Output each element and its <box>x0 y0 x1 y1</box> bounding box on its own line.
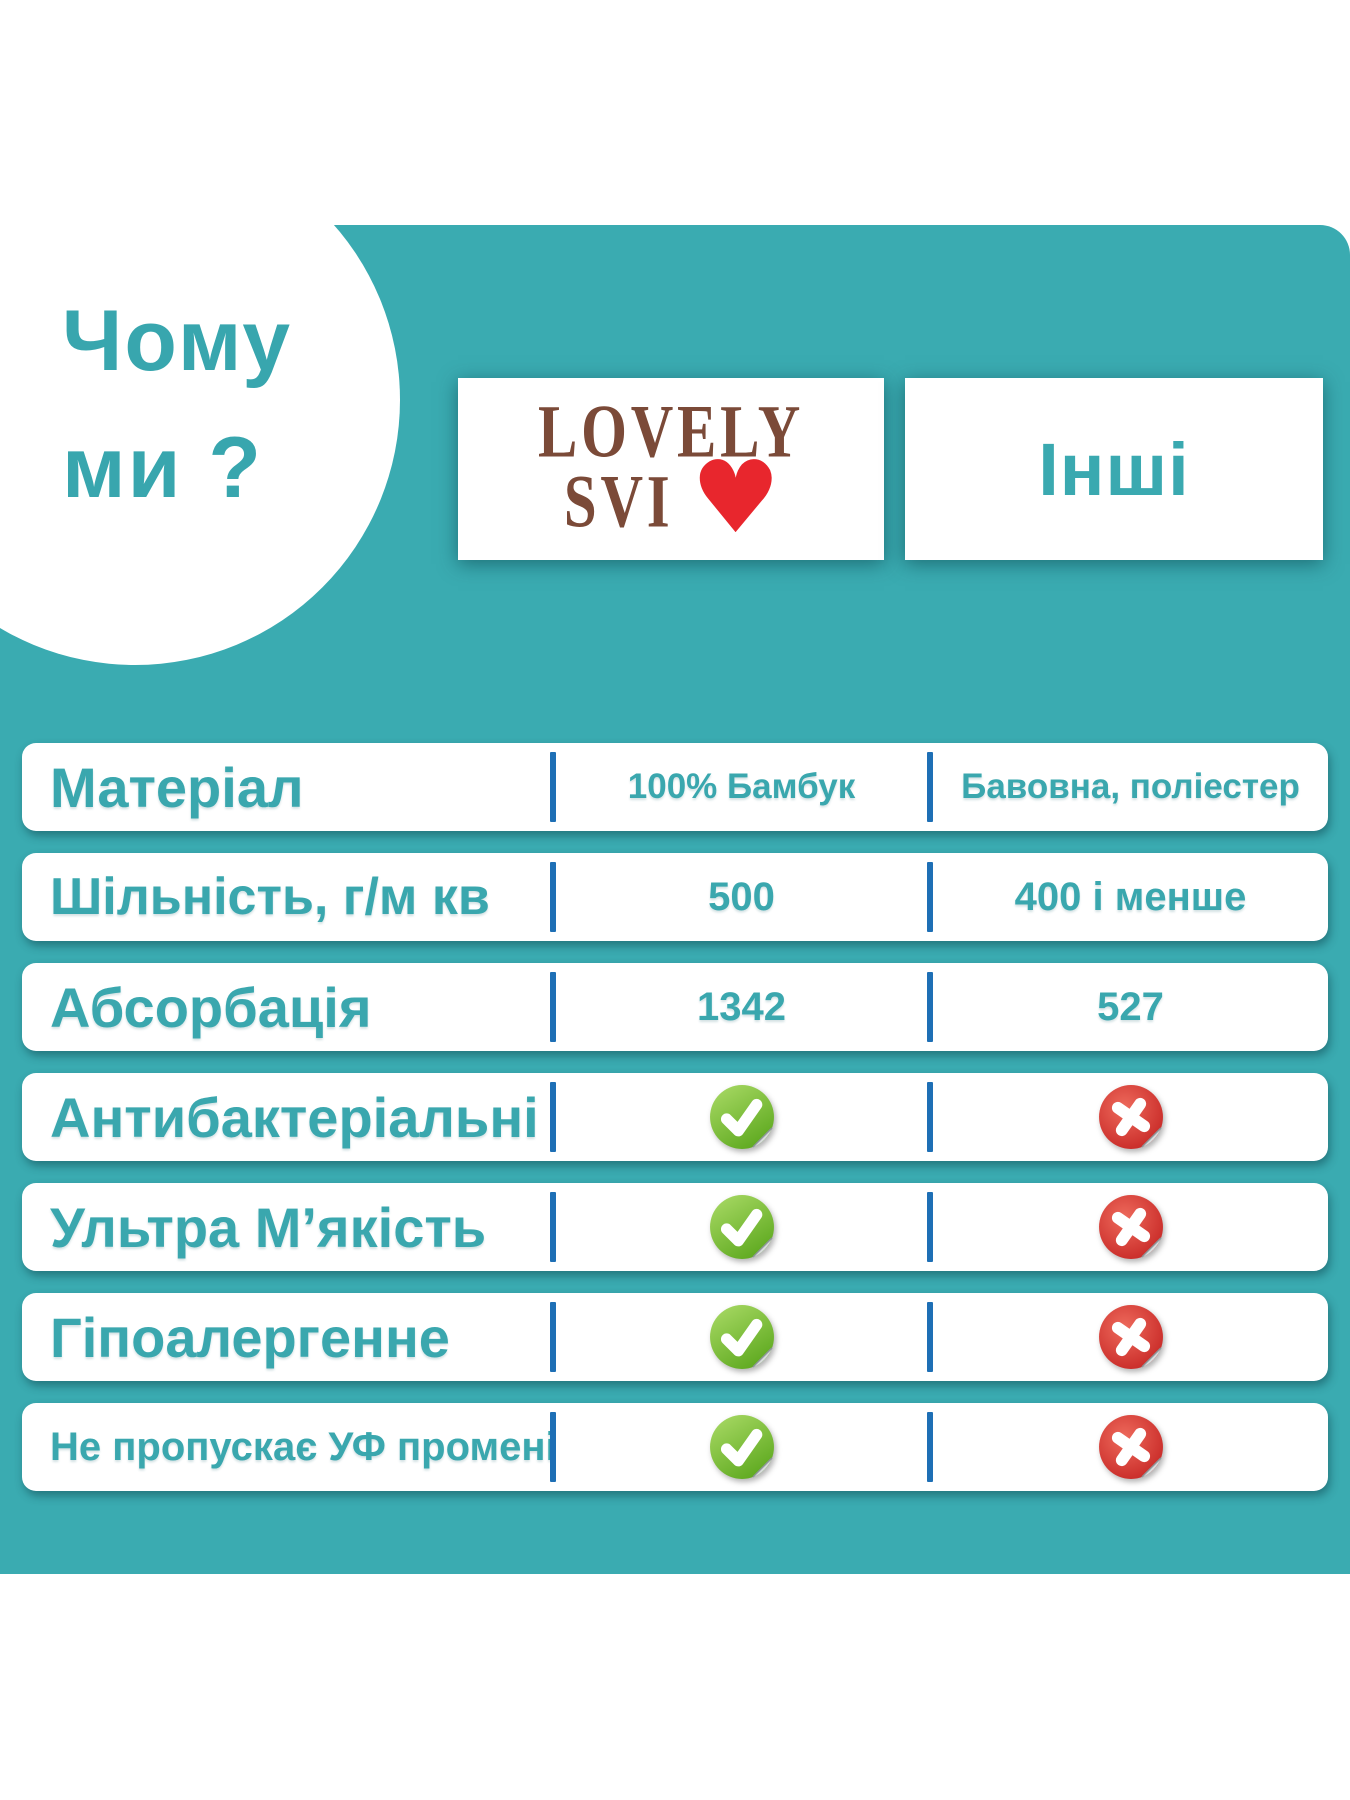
comparison-table: Матеріал 100% Бамбук Бавовна, поліестер … <box>22 743 1328 1491</box>
brand-name-lovely: LOVELY <box>537 390 805 474</box>
check-icon <box>709 1085 774 1149</box>
ours-cell: 100% Бамбук <box>627 767 856 806</box>
cross-icon <box>1098 1305 1163 1369</box>
row-label: Матеріал <box>50 755 304 819</box>
column-divider <box>550 1412 556 1482</box>
competitor-label: Інші <box>1038 427 1190 511</box>
cross-icon <box>1098 1085 1163 1149</box>
table-row: Антибактеріальні <box>22 1073 1328 1161</box>
column-divider <box>550 1302 556 1372</box>
brand-card: LOVELY SVI ♥ <box>458 378 884 560</box>
row-label: Ультра М’якість <box>50 1195 487 1259</box>
check-icon <box>709 1415 774 1479</box>
others-cell <box>933 1414 1328 1480</box>
check-icon <box>709 1305 774 1369</box>
column-divider <box>927 1082 933 1152</box>
brand-name-svi: SVI <box>564 460 674 544</box>
others-cell: 400 і менше <box>1014 874 1247 919</box>
column-divider <box>927 1412 933 1482</box>
others-cell <box>933 1194 1328 1260</box>
table-row: Не пропускає УФ промені <box>22 1403 1328 1491</box>
row-label: Абсорбація <box>50 975 372 1039</box>
column-divider <box>550 972 556 1042</box>
competitor-card: Інші <box>905 378 1323 560</box>
column-divider <box>927 752 933 822</box>
row-label: Гіпоалергенне <box>50 1305 450 1369</box>
cross-icon <box>1098 1195 1163 1259</box>
table-row: Гіпоалергенне <box>22 1293 1328 1381</box>
table-row: Ультра М’якість <box>22 1183 1328 1271</box>
brand-name-row: SVI ♥ <box>561 447 780 547</box>
row-label: Не пропускає УФ промені <box>50 1424 557 1469</box>
table-row: Матеріал 100% Бамбук Бавовна, поліестер <box>22 743 1328 831</box>
ours-cell <box>556 1304 927 1370</box>
column-divider <box>927 972 933 1042</box>
check-icon <box>709 1195 774 1259</box>
table-row: Абсорбація 1342 527 <box>22 963 1328 1051</box>
column-divider <box>927 1192 933 1262</box>
heart-icon: ♥ <box>690 438 781 556</box>
column-divider <box>550 752 556 822</box>
ours-cell <box>556 1414 927 1480</box>
others-cell: 527 <box>1097 984 1164 1029</box>
ours-cell <box>556 1194 927 1260</box>
column-divider <box>927 1302 933 1372</box>
table-row: Шільність, г/м кв 500 400 і менше <box>22 853 1328 941</box>
others-cell <box>933 1304 1328 1370</box>
row-label: Шільність, г/м кв <box>50 868 490 926</box>
column-divider <box>550 1192 556 1262</box>
cross-icon <box>1098 1415 1163 1479</box>
others-cell <box>933 1084 1328 1150</box>
ours-cell: 1342 <box>697 984 786 1029</box>
ours-cell <box>556 1084 927 1150</box>
column-divider <box>550 862 556 932</box>
why-us-heading: Чому ми ? <box>62 293 293 517</box>
ours-cell: 500 <box>708 874 775 919</box>
column-divider <box>550 1082 556 1152</box>
others-cell: Бавовна, поліестер <box>961 767 1300 806</box>
row-label: Антибактеріальні <box>50 1085 539 1149</box>
column-divider <box>927 862 933 932</box>
